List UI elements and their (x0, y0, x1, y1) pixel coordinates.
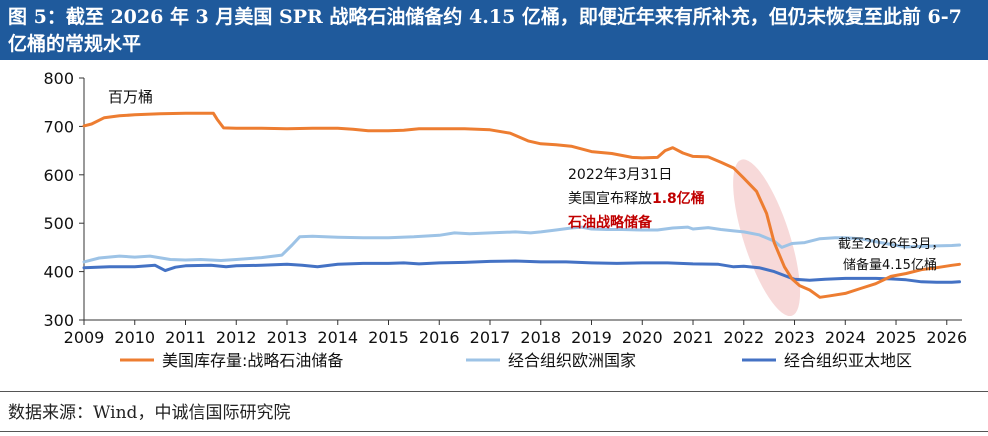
y-tick-label: 500 (43, 214, 74, 233)
series-line-1 (82, 111, 961, 299)
source-divider-top (0, 391, 988, 392)
release-annotation-line2: 美国宣布释放1.8亿桶 (568, 190, 705, 207)
release-annotation-prefix: 美国宣布释放 (568, 191, 652, 207)
release-annotation-value: 1.8亿桶 (652, 190, 705, 207)
legend-label-1: 美国库存量:战略石油储备 (162, 351, 343, 370)
x-tick-label: 2016 (419, 328, 460, 347)
x-tick-label: 2015 (368, 328, 409, 347)
legend: 美国库存量:战略石油储备 经合组织欧洲国家 经合组织亚太地区 (120, 351, 912, 370)
x-tick-label: 2022 (723, 328, 764, 347)
x-tick-label: 2025 (876, 328, 917, 347)
legend-label-3: 经合组织亚太地区 (784, 351, 912, 370)
x-tick-label: 2020 (622, 328, 663, 347)
data-source: 数据来源：Wind，中诚信国际研究院 (8, 403, 291, 423)
legend-label-2: 经合组织欧洲国家 (508, 351, 636, 370)
x-tick-label: 2011 (165, 328, 206, 347)
x-tick-label: 2012 (216, 328, 257, 347)
latest-annotation-line1: 截至2026年3月， (838, 237, 944, 252)
x-tick-label: 2014 (317, 328, 358, 347)
latest-annotation-line2: 储备量4.15亿桶 (843, 257, 937, 273)
y-tick-label: 600 (43, 166, 74, 185)
figure-title: 图 5：截至 2026 年 3 月美国 SPR 战略石油储备约 4.15 亿桶，… (0, 0, 988, 60)
x-tick-label: 2019 (571, 328, 612, 347)
x-tick-label: 2024 (825, 328, 866, 347)
x-tick-label: 2026 (926, 328, 967, 347)
release-annotation-line1: 2022年3月31日 (568, 167, 672, 183)
y-tick-label: 300 (43, 311, 74, 330)
y-tick-label: 800 (43, 69, 74, 88)
x-tick-label: 2023 (774, 328, 815, 347)
chart: 300 400 500 600 700 800 2009 2010 2011 2012 2013 20… (43, 69, 967, 370)
x-tick-label: 2018 (520, 328, 561, 347)
release-annotation-line3: 石油战略储备 (567, 214, 653, 231)
x-tick-label: 2021 (673, 328, 714, 347)
x-tick-label: 2017 (470, 328, 511, 347)
series-line-2 (82, 225, 961, 264)
x-tick-label: 2009 (64, 328, 105, 347)
x-tick-label: 2010 (114, 328, 155, 347)
y-tick-label: 700 (43, 117, 74, 136)
y-tick-label: 400 (43, 263, 74, 282)
series-line-3 (82, 259, 961, 284)
x-tick-label: 2013 (267, 328, 308, 347)
source-divider-bottom (0, 431, 988, 432)
y-axis-unit-label: 百万桶 (108, 88, 153, 106)
